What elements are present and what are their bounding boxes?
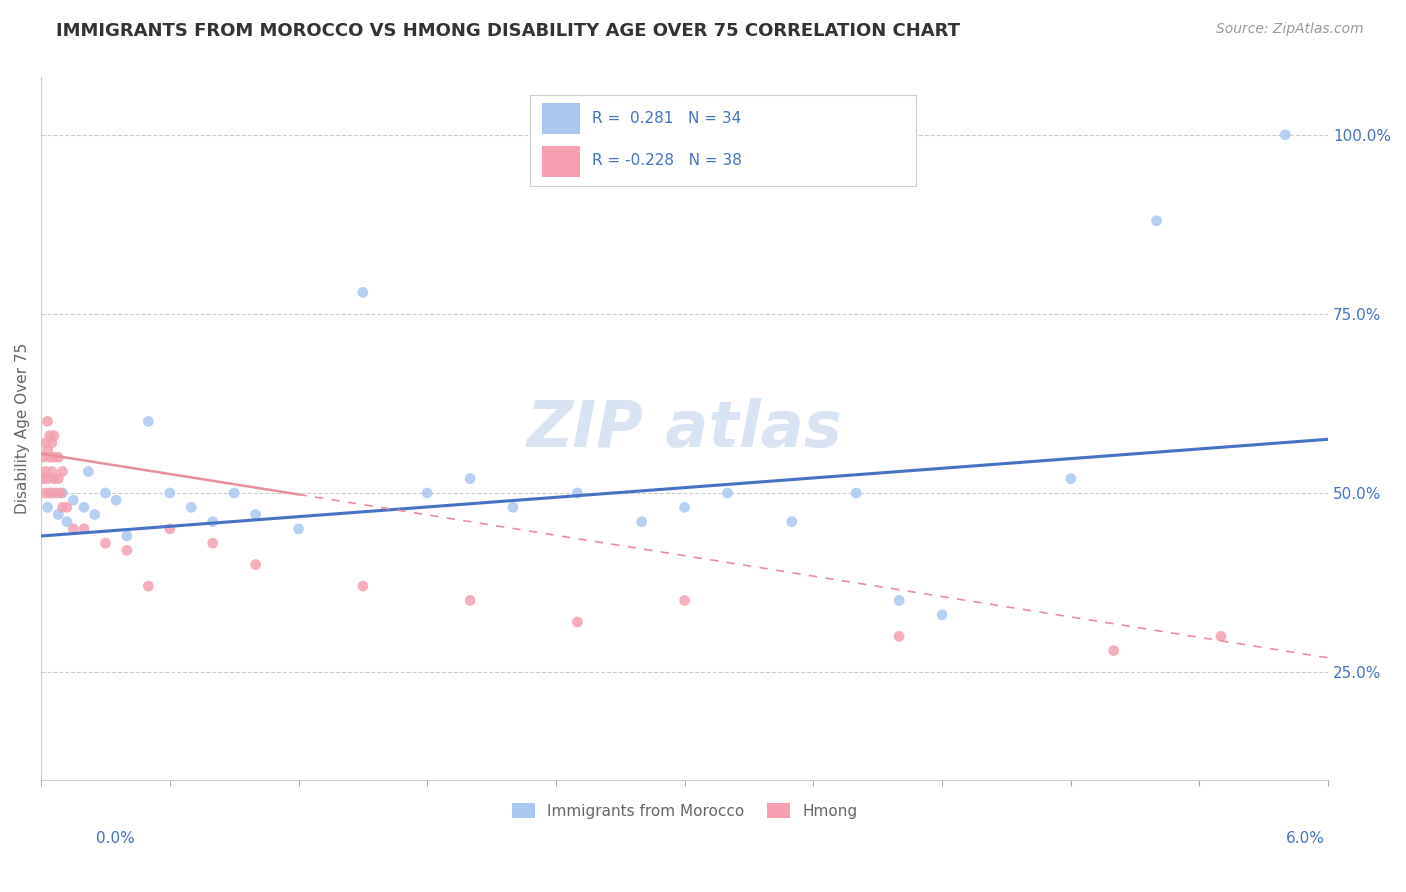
Point	[46, 508, 69, 522]
Point	[38, 486, 60, 500]
Point	[37, 500, 59, 515]
Point	[159, 522, 181, 536]
Point	[38, 450, 60, 465]
Point	[34, 465, 56, 479]
Point	[458, 593, 481, 607]
Y-axis label: Disability Age Over 75: Disability Age Over 75	[15, 343, 30, 514]
Point	[630, 515, 652, 529]
Point	[49, 486, 72, 500]
Point	[180, 500, 202, 515]
Point	[41, 486, 63, 500]
Point	[38, 428, 60, 442]
Text: Source: ZipAtlas.com: Source: ZipAtlas.com	[1216, 22, 1364, 37]
Point	[56, 515, 79, 529]
Point	[115, 529, 138, 543]
Legend: Immigrants from Morocco, Hmong: Immigrants from Morocco, Hmong	[506, 797, 863, 824]
Point	[352, 285, 374, 300]
Point	[115, 543, 138, 558]
Point	[887, 629, 910, 643]
Point	[46, 472, 69, 486]
Point	[34, 486, 56, 500]
Point	[77, 465, 100, 479]
Point	[1060, 472, 1083, 486]
Point	[567, 486, 589, 500]
Point	[780, 515, 803, 529]
Point	[287, 522, 309, 536]
Point	[567, 615, 589, 629]
Text: 0.0%: 0.0%	[96, 831, 135, 846]
Point	[51, 486, 73, 500]
Point	[159, 486, 181, 500]
Point	[138, 579, 160, 593]
Point	[56, 500, 79, 515]
Point	[51, 465, 73, 479]
Point	[245, 558, 267, 572]
Point	[51, 500, 73, 515]
Point	[1209, 629, 1232, 643]
Point	[931, 607, 953, 622]
Point	[42, 450, 65, 465]
Point	[105, 493, 128, 508]
Point	[34, 435, 56, 450]
Point	[94, 536, 117, 550]
Point	[458, 472, 481, 486]
Point	[45, 486, 67, 500]
Point	[32, 472, 55, 486]
Point	[224, 486, 246, 500]
Point	[416, 486, 439, 500]
Point	[46, 450, 69, 465]
Point	[41, 435, 63, 450]
Point	[887, 593, 910, 607]
Point	[62, 522, 84, 536]
Point	[37, 414, 59, 428]
Point	[37, 472, 59, 486]
Point	[37, 443, 59, 458]
Point	[845, 486, 868, 500]
Point	[716, 486, 738, 500]
Point	[73, 522, 96, 536]
Text: ZIP atlas: ZIP atlas	[527, 398, 842, 459]
Point	[1102, 643, 1125, 657]
Point	[201, 536, 224, 550]
Point	[41, 465, 63, 479]
Point	[42, 472, 65, 486]
Point	[62, 493, 84, 508]
Point	[83, 508, 105, 522]
Point	[673, 500, 696, 515]
Point	[245, 508, 267, 522]
Point	[42, 428, 65, 442]
Text: IMMIGRANTS FROM MOROCCO VS HMONG DISABILITY AGE OVER 75 CORRELATION CHART: IMMIGRANTS FROM MOROCCO VS HMONG DISABIL…	[56, 22, 960, 40]
Point	[352, 579, 374, 593]
Point	[32, 450, 55, 465]
Point	[94, 486, 117, 500]
Text: 6.0%: 6.0%	[1285, 831, 1324, 846]
Point	[73, 500, 96, 515]
Point	[1146, 213, 1168, 227]
Point	[138, 414, 160, 428]
Point	[502, 500, 524, 515]
Point	[1274, 128, 1296, 142]
Point	[673, 593, 696, 607]
Point	[201, 515, 224, 529]
